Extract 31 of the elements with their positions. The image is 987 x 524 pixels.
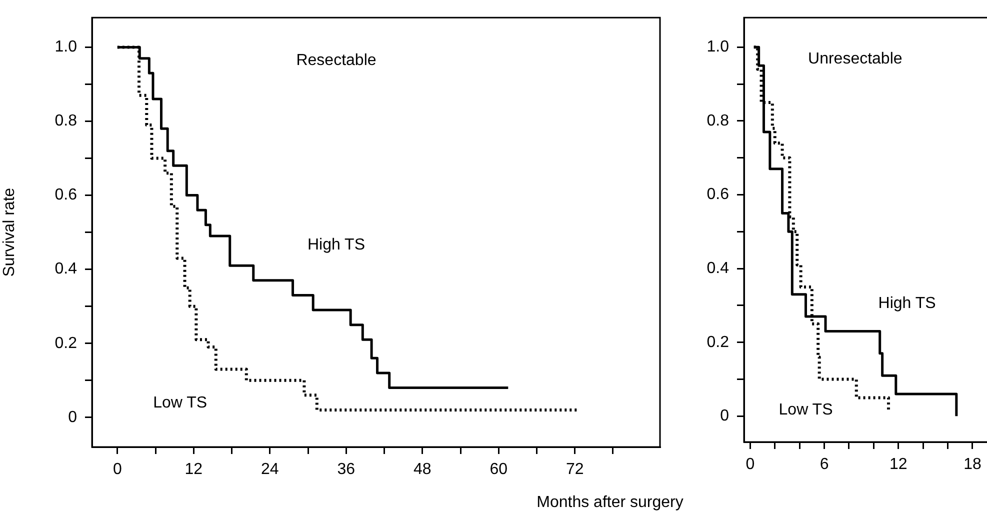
x-tick-label: 60 bbox=[490, 461, 508, 478]
series-label: Low TS bbox=[153, 394, 208, 412]
series-label: Low TS bbox=[778, 402, 833, 419]
x-tick-label: 0 bbox=[746, 456, 755, 474]
x-tick-label: 6 bbox=[820, 456, 829, 474]
x-tick-label: 24 bbox=[261, 461, 279, 478]
series-label: High TS bbox=[878, 295, 936, 312]
x-tick-label: 48 bbox=[413, 461, 432, 478]
y-tick-label: 1.0 bbox=[706, 38, 730, 56]
y-tick-label: 1.0 bbox=[54, 38, 78, 56]
y-axis-title: Survival rate bbox=[1, 188, 18, 277]
y-tick-label: 0.2 bbox=[54, 334, 78, 352]
x-tick-label: 12 bbox=[184, 461, 203, 478]
x-tick-label: 36 bbox=[337, 461, 356, 478]
y-tick-label: 0.6 bbox=[706, 186, 730, 204]
y-tick-label: 0.8 bbox=[706, 112, 730, 130]
y-tick-label: 0 bbox=[720, 408, 730, 425]
x-tick-label: 72 bbox=[566, 461, 584, 478]
y-tick-label: 0.4 bbox=[54, 260, 78, 278]
series-label: High TS bbox=[307, 236, 365, 254]
text: Resectable bbox=[296, 52, 376, 69]
x-tick-label: 12 bbox=[889, 456, 908, 474]
x-tick-label: 18 bbox=[964, 456, 982, 474]
y-tick-label: 0.8 bbox=[54, 112, 78, 130]
x-tick-label: 0 bbox=[112, 461, 122, 478]
x-axis-title: Months after surgery bbox=[536, 494, 684, 512]
text: Unresectable bbox=[808, 50, 902, 68]
y-tick-label: 0.2 bbox=[706, 334, 730, 351]
y-tick-label: 0 bbox=[68, 408, 78, 426]
y-tick-label: 0.4 bbox=[706, 260, 730, 277]
y-tick-label: 0.6 bbox=[54, 186, 78, 204]
